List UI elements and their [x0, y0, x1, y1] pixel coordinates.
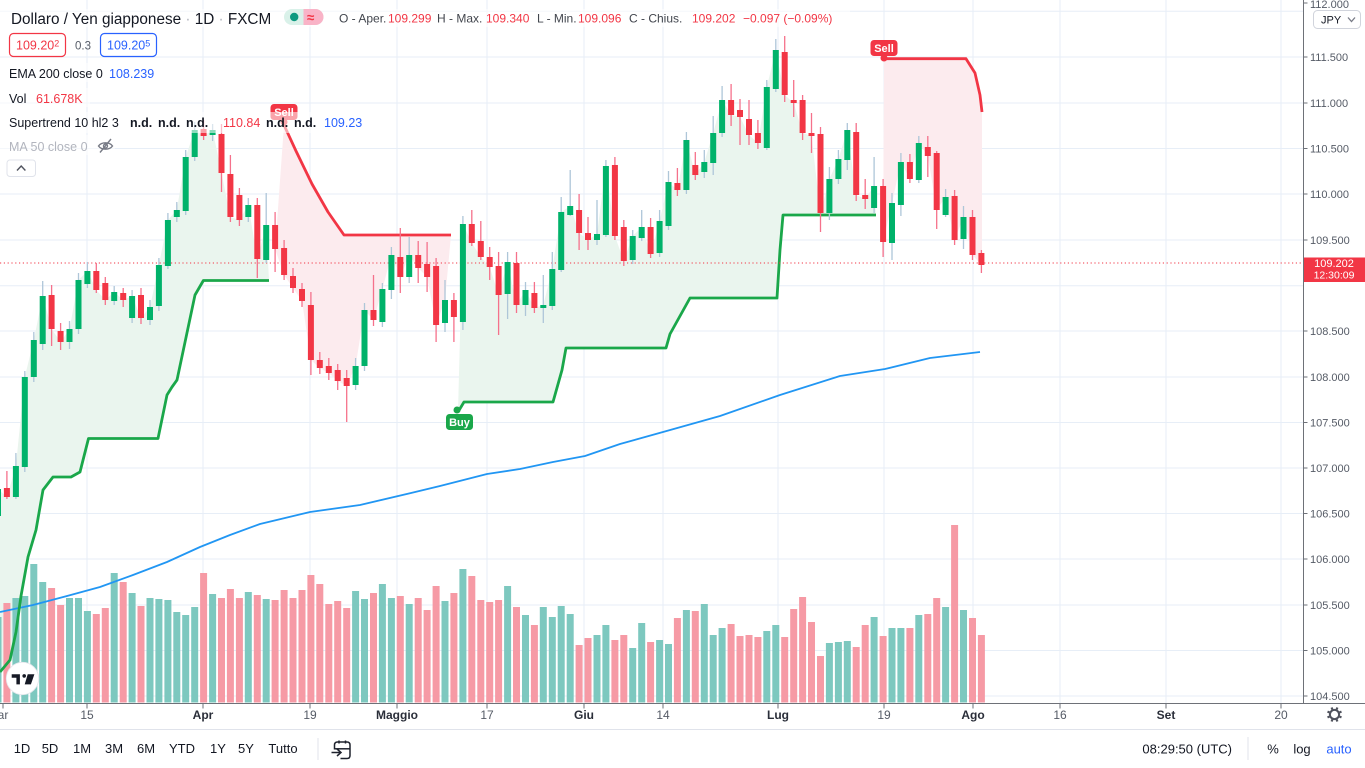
svg-text:Ago: Ago	[961, 708, 984, 722]
svg-text:ar: ar	[0, 708, 8, 722]
svg-text:%: %	[1267, 742, 1279, 757]
svg-text:Sell: Sell	[874, 43, 894, 55]
svg-text:YTD: YTD	[169, 741, 195, 756]
svg-text:17: 17	[480, 708, 494, 722]
svg-text:61.678K: 61.678K	[36, 92, 83, 106]
svg-text:109.23: 109.23	[324, 116, 362, 130]
svg-text:MA 50 close 0: MA 50 close 0	[9, 140, 88, 154]
svg-text:≈: ≈	[307, 10, 315, 25]
svg-text:109.205: 109.205	[107, 39, 150, 53]
svg-text:105.500: 105.500	[1310, 600, 1350, 612]
svg-text:109.340: 109.340	[486, 12, 530, 26]
svg-text:108.239: 108.239	[109, 67, 154, 81]
svg-text:Lug: Lug	[767, 708, 789, 722]
svg-text:Vol: Vol	[9, 92, 26, 106]
svg-text:111.000: 111.000	[1310, 98, 1348, 110]
svg-text:109.202: 109.202	[16, 39, 59, 53]
svg-text:14: 14	[656, 708, 670, 722]
svg-text:1M: 1M	[73, 741, 91, 756]
svg-text:log: log	[1293, 742, 1310, 757]
svg-text:105.000: 105.000	[1310, 645, 1350, 657]
svg-text:0.3: 0.3	[75, 41, 91, 53]
svg-text:112.000: 112.000	[1310, 0, 1349, 11]
svg-text:auto: auto	[1326, 742, 1351, 757]
svg-text:n.d.: n.d.	[158, 116, 180, 130]
svg-text:Dollaro / Yen giapponese · 1D: Dollaro / Yen giapponese · 1D · FXCM	[11, 11, 271, 28]
svg-text:Buy: Buy	[449, 417, 471, 429]
svg-text:Maggio: Maggio	[376, 708, 418, 722]
svg-text:O - Aper.: O - Aper.	[339, 12, 386, 26]
svg-text:111.500: 111.500	[1310, 52, 1348, 64]
svg-text:1D: 1D	[14, 741, 31, 756]
svg-text:Tutto: Tutto	[268, 741, 297, 756]
svg-text:−0.097 (−0.09%): −0.097 (−0.09%)	[743, 12, 832, 26]
svg-text:104.500: 104.500	[1310, 691, 1350, 703]
svg-text:L - Min.: L - Min.	[537, 12, 577, 26]
svg-text:Supertrend 10 hl2 3: Supertrend 10 hl2 3	[9, 116, 119, 130]
svg-text:C - Chius.: C - Chius.	[629, 12, 682, 26]
svg-text:5Y: 5Y	[238, 741, 254, 756]
svg-text:08:29:50 (UTC): 08:29:50 (UTC)	[1142, 742, 1232, 757]
svg-text:106.000: 106.000	[1310, 554, 1350, 566]
svg-text:Set: Set	[1157, 708, 1176, 722]
svg-text:109.202: 109.202	[692, 12, 736, 26]
svg-text:109.096: 109.096	[578, 12, 622, 26]
svg-text:109.299: 109.299	[388, 12, 432, 26]
svg-text:3M: 3M	[105, 741, 123, 756]
svg-text:110.000: 110.000	[1310, 189, 1349, 201]
svg-text:107.000: 107.000	[1310, 463, 1350, 475]
svg-text:EMA 200 close 0: EMA 200 close 0	[9, 67, 103, 81]
svg-text:1Y: 1Y	[210, 741, 226, 756]
svg-text:H - Max.: H - Max.	[437, 12, 482, 26]
svg-text:19: 19	[877, 708, 891, 722]
svg-text:108.500: 108.500	[1310, 326, 1350, 338]
svg-text:110.500: 110.500	[1310, 143, 1349, 155]
svg-text:Giu: Giu	[574, 708, 594, 722]
svg-text:6M: 6M	[137, 741, 155, 756]
svg-text:16: 16	[1053, 708, 1067, 722]
svg-text:12:30:09: 12:30:09	[1314, 270, 1355, 282]
svg-text:15: 15	[80, 708, 94, 722]
svg-text:n.d.: n.d.	[130, 116, 152, 130]
svg-text:20: 20	[1274, 708, 1288, 722]
svg-text:n.d.: n.d.	[186, 116, 208, 130]
svg-text:19: 19	[303, 708, 317, 722]
svg-text:Apr: Apr	[193, 708, 214, 722]
svg-text:n.d.: n.d.	[294, 116, 316, 130]
svg-text:108.000: 108.000	[1310, 372, 1350, 384]
svg-text:106.500: 106.500	[1310, 508, 1350, 520]
svg-text:JPY: JPY	[1321, 15, 1342, 27]
svg-text:109.500: 109.500	[1310, 235, 1350, 247]
svg-text:109.202: 109.202	[1314, 258, 1354, 270]
svg-text:107.500: 107.500	[1310, 417, 1350, 429]
svg-text:5D: 5D	[42, 741, 59, 756]
svg-text:n.d.: n.d.	[266, 116, 288, 130]
svg-text:110.84: 110.84	[223, 116, 260, 130]
